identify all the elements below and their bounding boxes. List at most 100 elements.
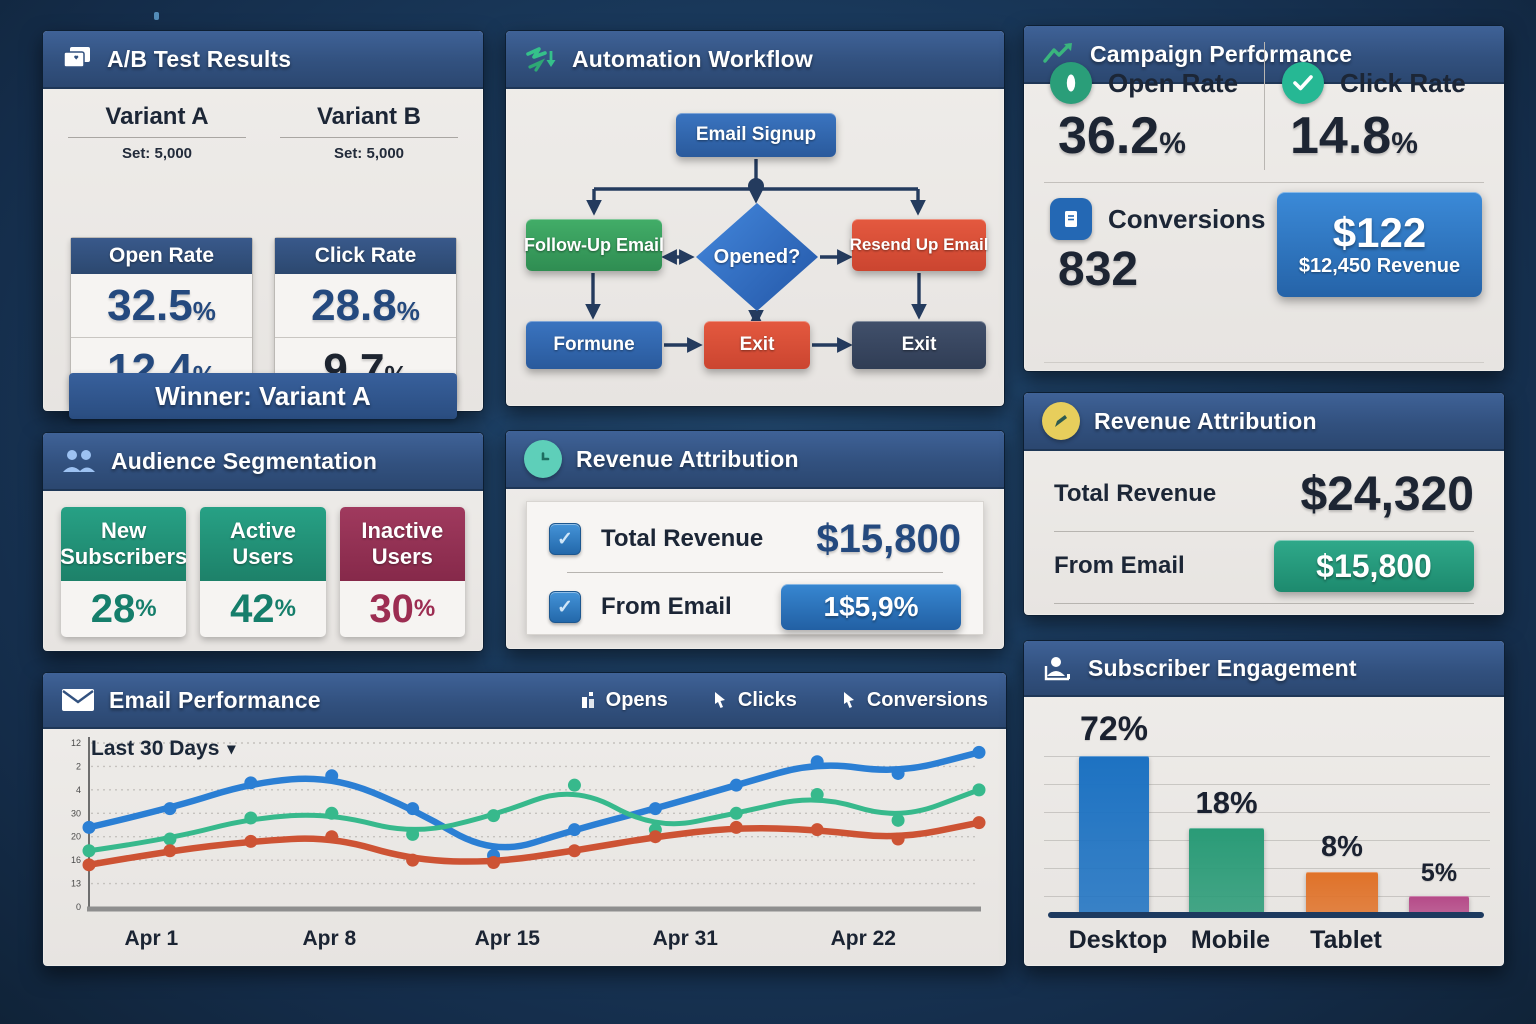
data-point-conversions	[82, 858, 96, 872]
x-axis-label: Apr 8	[302, 927, 356, 950]
legend-conversions[interactable]: Conversions	[841, 689, 988, 712]
panel-title: Audience Segmentation	[111, 447, 378, 474]
campaign-body: Open Rate 36.2% Click Rate 14.8% Convers…	[1024, 26, 1504, 371]
revenue-mid-header: Revenue Attribution	[506, 431, 1004, 489]
y-axis-tick: 13	[71, 879, 81, 889]
panel-title: Revenue Attribution	[1094, 407, 1317, 434]
automation-cycle-icon	[524, 45, 558, 73]
data-point-opens	[325, 769, 339, 783]
trend-arrow-icon	[1042, 41, 1076, 67]
cursor-icon	[714, 692, 725, 708]
revenue-amount: $122	[1332, 208, 1427, 256]
divider	[1054, 531, 1474, 532]
node-email-signup[interactable]: Email Signup	[676, 113, 836, 157]
bar-chart-baseline	[1048, 912, 1484, 918]
panel-workflow: Automation Workflow Email Si	[505, 30, 1005, 407]
bar-value-label: 18%	[1195, 785, 1258, 820]
segment-label: Inactive Users	[339, 507, 465, 581]
click-rate-check-icon	[1282, 62, 1324, 104]
data-point-clicks	[810, 788, 824, 802]
audience-body: New Subscribers 28% Active Users 42% Inact…	[43, 491, 483, 651]
panel-email-perf: Email Performance Opens Clicks Conversio…	[42, 672, 1007, 967]
x-axis-label: Apr 1	[124, 927, 178, 950]
bar-category-label: Desktop	[1068, 926, 1168, 954]
data-point-clicks	[325, 806, 339, 820]
data-point-conversions	[244, 834, 258, 848]
data-point-clicks	[163, 832, 177, 846]
click-rate-metric-header: Click Rate	[275, 238, 456, 274]
segment-value: 30%	[369, 586, 436, 631]
node-resend-email[interactable]: Resend Up Email	[850, 219, 988, 271]
data-point-opens	[567, 823, 581, 837]
variant-b-open-rate: 28.8%	[311, 280, 420, 330]
gridline	[1044, 840, 1490, 841]
panel-title: Email Performance	[109, 686, 321, 713]
data-point-clicks	[972, 783, 986, 797]
bar-other	[1409, 896, 1469, 912]
data-point-opens	[972, 745, 986, 759]
workflow-header: Automation Workflow	[506, 31, 1004, 89]
data-point-clicks	[891, 813, 905, 827]
total-revenue-checkbox[interactable]: ✓	[549, 523, 581, 555]
x-axis-label: Apr 31	[653, 927, 719, 950]
ab-test-cards-icon	[61, 46, 93, 72]
pencil-icon	[1042, 402, 1080, 440]
gridline	[1044, 812, 1490, 813]
panel-title: Subscriber Engagement	[1088, 654, 1357, 681]
data-point-opens	[163, 802, 177, 816]
total-revenue-value: $24,320	[1300, 467, 1474, 521]
node-exit-dark[interactable]: Exit	[852, 321, 986, 369]
y-axis-tick: 12	[71, 738, 81, 748]
revenue-mid-body: ✓ Total Revenue $15,800 ✓ From Email 1$5…	[506, 489, 1004, 649]
variant-a-set: Set: 5,000	[121, 145, 193, 162]
panel-campaign: Campaign Performance Open Rate 36.2% Cli…	[1023, 25, 1505, 372]
conversions-label: Conversions	[1108, 203, 1266, 234]
panel-title: Revenue Attribution	[576, 445, 799, 472]
chevron-down-icon: ▾	[227, 741, 236, 758]
bar-tablet	[1306, 872, 1378, 912]
campaign-revenue-card: $122 $12,450 Revenue	[1277, 192, 1482, 297]
gridline	[1044, 756, 1490, 757]
data-point-conversions	[406, 853, 420, 867]
click-rate-value: 14.8%	[1290, 107, 1418, 165]
ab-test-body: Variant A Set: 5,000 Variant B Set: 5,00…	[43, 89, 483, 419]
panel-subscriber: Subscriber Engagement 72% Desktop 18% Mobil…	[1023, 640, 1505, 967]
legend-clicks[interactable]: Clicks	[712, 689, 797, 712]
segment-label: New Subscribers	[61, 507, 187, 581]
node-follow-up-email[interactable]: Follow-Up Email	[524, 219, 664, 271]
bar-category-label: Tablet	[1310, 926, 1382, 954]
total-revenue-label: Total Revenue	[601, 525, 764, 552]
workflow-connectors	[585, 159, 927, 353]
from-email-value-button[interactable]: 1$5,9%	[781, 584, 961, 630]
x-axis-label: Apr 22	[831, 927, 896, 950]
bar-value-label: 8%	[1321, 831, 1363, 863]
subscriber-header: Subscriber Engagement	[1024, 641, 1504, 697]
revenue-subtitle: $12,450 Revenue	[1298, 255, 1461, 278]
node-exit-red[interactable]: Exit	[704, 321, 810, 369]
total-revenue-label: Total Revenue	[1054, 480, 1217, 507]
open-rate-label: Open Rate	[1108, 67, 1239, 98]
open-rate-value: 36.2%	[1058, 107, 1186, 165]
panel-title: A/B Test Results	[107, 45, 292, 72]
click-rate-label: Click Rate	[1340, 67, 1466, 98]
from-email-checkbox[interactable]: ✓	[549, 591, 581, 623]
data-point-conversions	[972, 816, 986, 830]
screen-artifact-dot	[154, 12, 159, 20]
winner-banner: Winner: Variant A	[69, 373, 457, 419]
from-email-value-button[interactable]: $15,800	[1274, 540, 1474, 592]
panel-audience: Audience Segmentation New Subscribers 28%…	[42, 432, 484, 652]
gridline	[1044, 896, 1490, 897]
bar-category-label: Mobile	[1190, 926, 1271, 954]
legend-opens[interactable]: Opens	[580, 689, 668, 712]
segment-value: 42%	[230, 586, 296, 631]
subscriber-body: 72% Desktop 18% Mobile 8% Tablet 5%	[1024, 695, 1504, 966]
y-axis-tick: 2	[76, 761, 81, 771]
divider	[567, 572, 943, 573]
node-followup-send[interactable]: Formune	[526, 321, 662, 369]
conversions-doc-icon	[1050, 198, 1092, 240]
data-point-conversions	[567, 844, 581, 858]
date-range-dropdown[interactable]: Last 30 Days ▾	[91, 737, 236, 760]
data-point-opens	[810, 755, 824, 769]
bar-mobile	[1189, 828, 1264, 912]
segment-new-subscribers: New Subscribers 28%	[61, 507, 187, 637]
